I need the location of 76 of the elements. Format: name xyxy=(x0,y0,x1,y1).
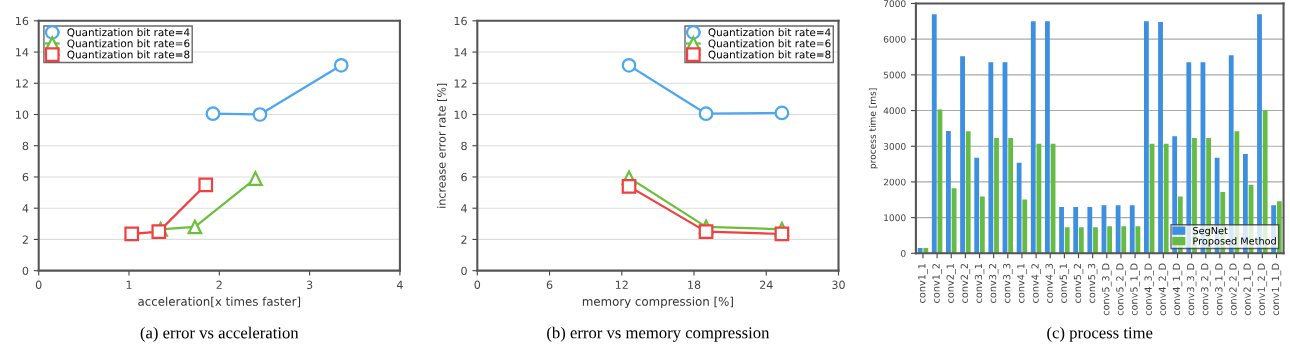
x-tick-label: 18 xyxy=(688,280,701,289)
x-tick-label: conv3_1 xyxy=(974,263,985,303)
text: (c) process time xyxy=(1047,326,1153,342)
x-tick-label: 2 xyxy=(216,280,222,289)
y-tick-label: 12 xyxy=(16,79,28,88)
x-axis-title: acceleration[x times faster] xyxy=(138,296,301,308)
x-tick-label: conv4_3 xyxy=(1045,263,1055,303)
y-tick-label: 12 xyxy=(454,79,467,88)
x-tick-label: conv1_2_D xyxy=(1257,263,1268,316)
x-tick-label: conv5_2 xyxy=(1073,264,1084,303)
x-tick-label: 3 xyxy=(306,280,313,289)
x-tick-label: conv3_2 xyxy=(988,264,999,303)
y-axis-title: increase error rate [%] xyxy=(437,83,448,208)
x-tick-label: conv4_1 xyxy=(1017,263,1027,303)
y-tick-label: 3000 xyxy=(883,142,906,150)
y-tick-label: 6 xyxy=(22,172,29,182)
legend-label: Proposed Method xyxy=(1193,237,1276,247)
x-tick-label: conv2_1 xyxy=(946,263,956,303)
x-tick-label: 0 xyxy=(35,280,42,289)
x-tick-label: conv4_2 xyxy=(1031,264,1041,303)
y-tick-label: 8 xyxy=(22,141,29,151)
y-tick-label: 4 xyxy=(461,204,467,213)
y-tick-label: 4000 xyxy=(883,107,906,115)
y-tick-label: 4 xyxy=(22,204,29,213)
y-tick-label: 6 xyxy=(461,172,467,182)
x-tick-label: conv1_1_D xyxy=(1271,263,1282,316)
text: (b) error vs memory compression xyxy=(547,326,770,342)
y-tick-label: 10 xyxy=(16,110,29,119)
x-tick-label: conv3_3_D xyxy=(1186,263,1197,316)
legend-label: Quantization bit rate=4 xyxy=(67,28,190,38)
y-tick-label: 6000 xyxy=(883,35,906,43)
x-tick-label: conv2_2_D xyxy=(1229,263,1239,316)
x-tick-label: 30 xyxy=(832,280,845,289)
x-tick-label: conv2_2 xyxy=(960,264,971,303)
x-tick-label: conv5_3 xyxy=(1087,263,1098,303)
y-tick-label: 8 xyxy=(461,141,467,151)
x-tick-label: conv4_1_D xyxy=(1172,263,1183,316)
legend-label: Quantization bit rate=6 xyxy=(708,39,831,49)
y-tick-label: 5000 xyxy=(883,71,906,79)
legend-label: Quantization bit rate=6 xyxy=(67,39,190,49)
y-tick-label: 14 xyxy=(16,48,29,57)
x-tick-label: 4 xyxy=(396,280,403,289)
x-tick-label: conv5_3_D xyxy=(1102,263,1112,316)
y-tick-label: 10 xyxy=(454,110,467,119)
legend-label: Quantization bit rate=8 xyxy=(67,50,190,60)
x-tick-label: conv3_1_D xyxy=(1215,263,1225,316)
x-tick-label: conv3_2_D xyxy=(1201,263,1211,316)
x-tick-label: conv4_2_D xyxy=(1158,263,1169,316)
y-tick-label: 2000 xyxy=(883,178,906,186)
x-tick-label: 24 xyxy=(760,280,773,289)
x-tick-label: conv5_2_D xyxy=(1116,263,1126,316)
legend-label: Quantization bit rate=4 xyxy=(708,28,831,38)
x-tick-label: 0 xyxy=(474,280,481,289)
x-tick-label: conv5_1 xyxy=(1059,263,1070,303)
text: (a) error vs acceleration xyxy=(140,326,299,342)
x-tick-label: 1 xyxy=(126,280,132,289)
y-tick-label: 1000 xyxy=(884,214,906,222)
y-tick-label: 2 xyxy=(22,235,28,244)
y-tick-label: 16 xyxy=(16,16,29,26)
legend-label: Quantization bit rate=8 xyxy=(708,50,831,60)
y-axis-title: process time [ms] xyxy=(868,88,878,169)
x-tick-label: 6 xyxy=(546,280,553,289)
y-tick-label: 7000 xyxy=(883,0,906,8)
x-tick-label: 12 xyxy=(615,280,628,289)
y-tick-label: 14 xyxy=(454,48,467,57)
x-tick-label: conv1_1 xyxy=(918,263,928,303)
y-tick-label: 2 xyxy=(461,235,467,244)
y-tick-label: 16 xyxy=(454,16,467,26)
x-axis-title: memory compression [%] xyxy=(582,296,733,309)
x-tick-label: conv1_2 xyxy=(932,264,942,303)
x-tick-label: conv4_3_D xyxy=(1144,263,1154,316)
y-tick-label: 0 xyxy=(901,250,906,257)
x-tick-label: conv5_1_D xyxy=(1130,263,1140,316)
x-tick-label: conv3_3 xyxy=(1003,263,1013,303)
legend-label: SegNet xyxy=(1193,226,1228,237)
x-tick-label: conv2_1_D xyxy=(1243,263,1253,316)
